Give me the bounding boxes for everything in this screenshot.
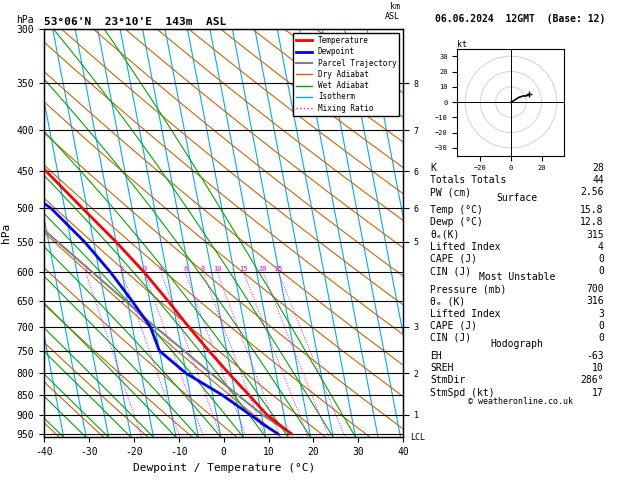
Text: 20: 20: [259, 266, 267, 273]
Text: 1: 1: [84, 266, 88, 273]
Text: 28: 28: [592, 163, 604, 173]
Text: 44: 44: [592, 175, 604, 185]
Text: 12.8: 12.8: [581, 218, 604, 227]
Text: Most Unstable: Most Unstable: [479, 272, 555, 282]
Text: CIN (J): CIN (J): [430, 266, 471, 276]
Text: PW (cm): PW (cm): [430, 187, 471, 197]
Text: CAPE (J): CAPE (J): [430, 254, 477, 264]
Text: 3: 3: [142, 266, 147, 273]
Text: 315: 315: [586, 230, 604, 240]
Y-axis label: hPa: hPa: [1, 223, 11, 243]
Text: © weatheronline.co.uk: © weatheronline.co.uk: [467, 398, 572, 406]
Text: 4: 4: [598, 242, 604, 252]
Legend: Temperature, Dewpoint, Parcel Trajectory, Dry Adiabat, Wet Adiabat, Isotherm, Mi: Temperature, Dewpoint, Parcel Trajectory…: [293, 33, 399, 116]
Text: Hodograph: Hodograph: [491, 339, 543, 349]
Text: EH: EH: [430, 351, 442, 361]
Text: 15.8: 15.8: [581, 206, 604, 215]
Text: 06.06.2024  12GMT  (Base: 12): 06.06.2024 12GMT (Base: 12): [435, 14, 605, 24]
Text: SREH: SREH: [430, 364, 454, 373]
Text: Pressure (mb): Pressure (mb): [430, 284, 506, 295]
Text: Dewp (°C): Dewp (°C): [430, 218, 483, 227]
Text: 700: 700: [586, 284, 604, 295]
Text: 316: 316: [586, 296, 604, 307]
Text: StmSpd (kt): StmSpd (kt): [430, 388, 494, 398]
Text: 2.56: 2.56: [581, 187, 604, 197]
Text: K: K: [430, 163, 436, 173]
Text: θₑ (K): θₑ (K): [430, 296, 465, 307]
Text: -63: -63: [586, 351, 604, 361]
Text: 10: 10: [213, 266, 221, 273]
Text: 3: 3: [598, 309, 604, 319]
Text: Lifted Index: Lifted Index: [430, 309, 501, 319]
Text: 25: 25: [274, 266, 283, 273]
Text: 0: 0: [598, 254, 604, 264]
Text: Lifted Index: Lifted Index: [430, 242, 501, 252]
Text: 10: 10: [592, 364, 604, 373]
Text: 6: 6: [183, 266, 187, 273]
Text: LCL: LCL: [411, 433, 425, 442]
Text: kt: kt: [457, 39, 467, 49]
Text: 8: 8: [201, 266, 205, 273]
Text: 15: 15: [240, 266, 248, 273]
Text: km
ASL: km ASL: [385, 1, 399, 21]
Text: 0: 0: [598, 333, 604, 343]
Text: 2: 2: [120, 266, 124, 273]
Text: CAPE (J): CAPE (J): [430, 321, 477, 331]
Text: hPa: hPa: [16, 15, 34, 25]
Text: 0: 0: [598, 321, 604, 331]
Text: 4: 4: [159, 266, 164, 273]
Text: StmDir: StmDir: [430, 376, 465, 385]
Text: 17: 17: [592, 388, 604, 398]
Text: Surface: Surface: [496, 193, 537, 203]
Text: θₑ(K): θₑ(K): [430, 230, 459, 240]
Text: Totals Totals: Totals Totals: [430, 175, 506, 185]
Text: Temp (°C): Temp (°C): [430, 206, 483, 215]
Text: CIN (J): CIN (J): [430, 333, 471, 343]
X-axis label: Dewpoint / Temperature (°C): Dewpoint / Temperature (°C): [133, 463, 314, 473]
Text: 286°: 286°: [581, 376, 604, 385]
Text: 0: 0: [598, 266, 604, 276]
Text: 53°06'N  23°10'E  143m  ASL: 53°06'N 23°10'E 143m ASL: [44, 17, 226, 27]
